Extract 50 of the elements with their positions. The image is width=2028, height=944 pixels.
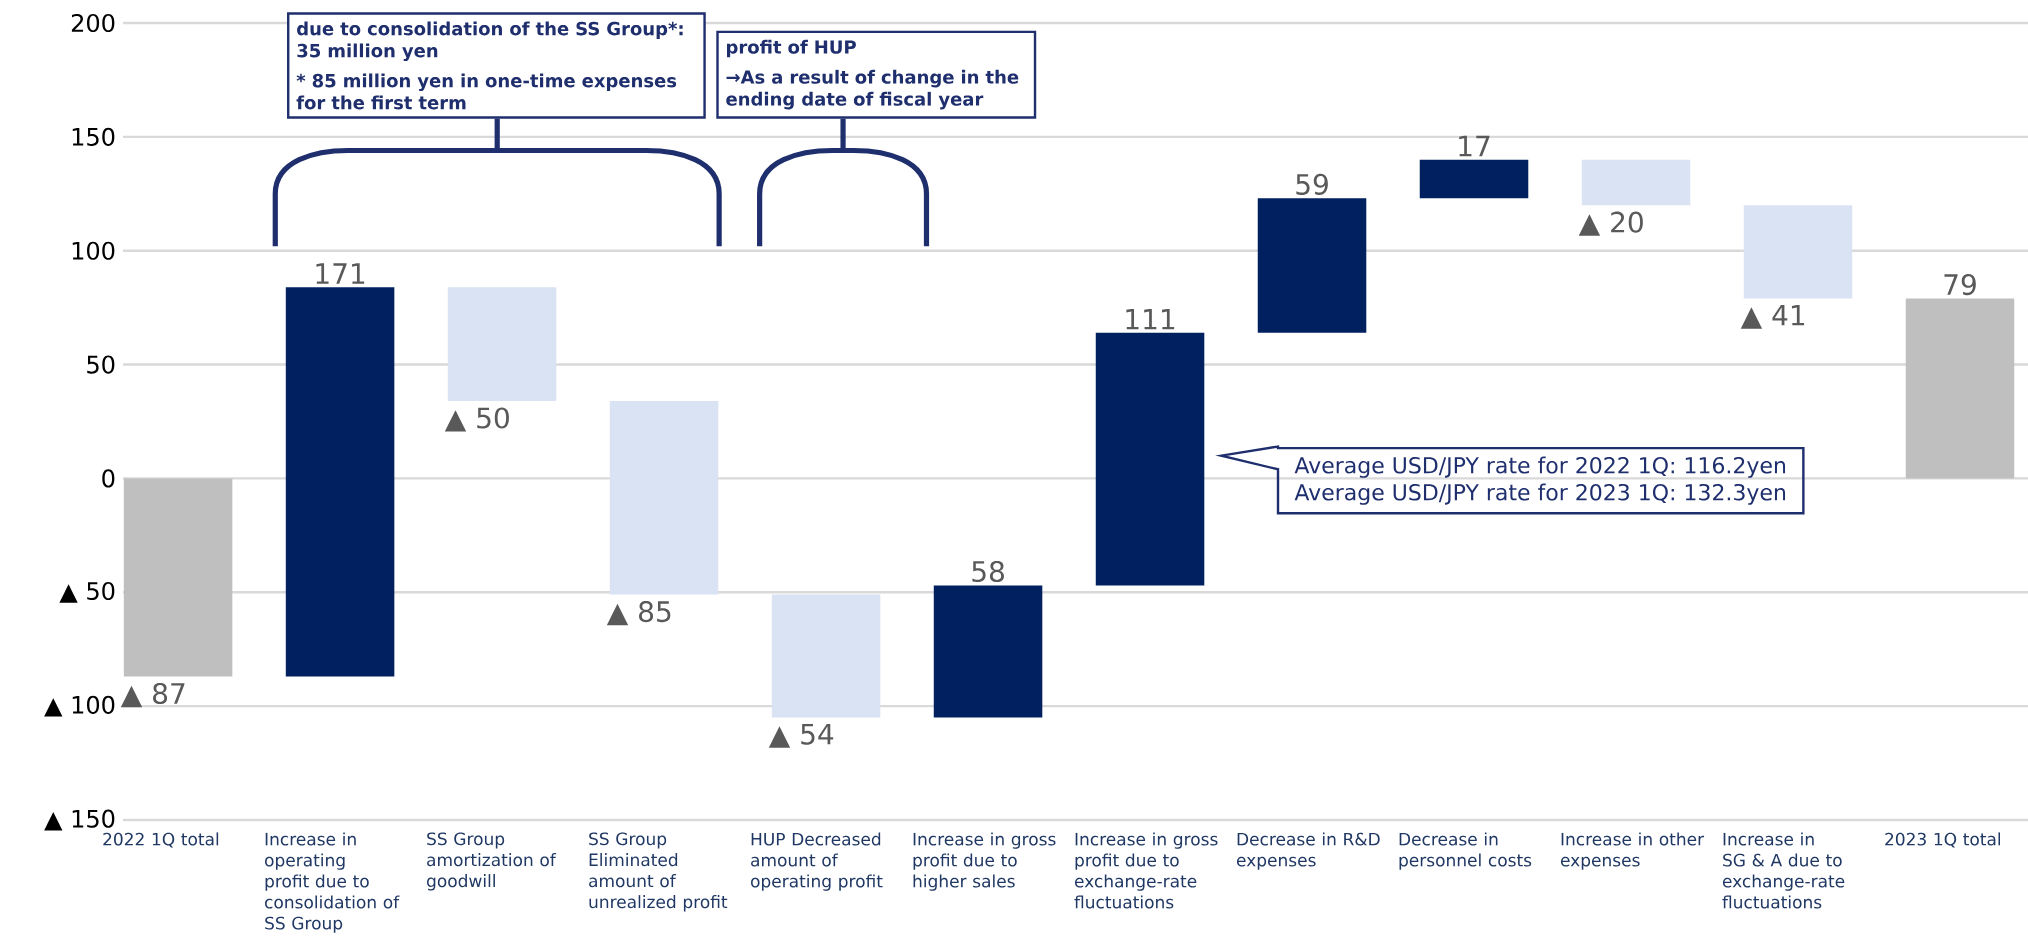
data-label: ▲ 87 — [120, 682, 185, 708]
data-label: ▲ 54 — [768, 723, 834, 748]
data-label: 79 — [1944, 273, 1976, 296]
bar — [1257, 198, 1367, 333]
x-tick-label: SS Group amortization of goodwill — [427, 832, 557, 891]
x-tick-label: Increase in gross profit due to exchange-rate fluctuations — [1074, 832, 1218, 909]
y-tick-label: 50 — [87, 355, 115, 374]
x-tick-label: Decrease in R&D expenses — [1236, 832, 1380, 870]
x-tick-label: Increase in other expenses — [1560, 832, 1705, 870]
annotation: * 85 million yen in one-time expenses for the first term — [296, 73, 677, 110]
data-label: 171 — [316, 263, 365, 284]
y-tick-label: 0 — [102, 469, 115, 488]
bar — [1743, 205, 1853, 299]
annotation: Average USD/JPY rate for 2022 1Q: 116.2yen — [1294, 456, 1786, 478]
annotation: due to consolidation of the SS Group*: 35 million yen — [297, 21, 683, 62]
bar — [1095, 332, 1205, 586]
bar — [609, 401, 719, 595]
y-tick-label: 100 — [72, 241, 115, 260]
bar — [933, 585, 1043, 718]
data-label: ▲ 20 — [1578, 211, 1643, 236]
bar — [1905, 298, 2015, 479]
annotation: →As a result of change in the ending date of fiscal year — [726, 69, 1019, 110]
bar — [123, 478, 233, 677]
data-label: ▲ 85 — [606, 600, 671, 626]
annotation: Average USD/JPY rate for 2023 1Q: 132.3yen — [1294, 483, 1786, 505]
y-tick-label: 150 — [72, 127, 115, 146]
bar — [447, 287, 557, 401]
x-tick-label: HUP Decreased amount of operating profit — [750, 832, 883, 891]
x-tick-label: 2023 1Q total — [1885, 832, 2001, 848]
y-tick-label: ▲ 50 — [59, 581, 115, 603]
x-tick-label: Increase in gross profit due to higher sales — [913, 832, 1056, 891]
bar — [1581, 159, 1691, 206]
x-tick-label: Decrease in personnel costs — [1399, 832, 1532, 870]
data-label: 59 — [1296, 173, 1328, 195]
y-tick-label: 200 — [71, 13, 115, 33]
bar — [1419, 159, 1529, 199]
data-label: ▲ 41 — [1740, 304, 1805, 329]
data-label: ▲ 50 — [444, 407, 509, 432]
x-tick-label: 2022 1Q total — [103, 832, 219, 848]
x-tick-label: Increase in SG & A due to exchange-rate fluctuations — [1722, 832, 1845, 909]
y-tick-label: ▲ 150 — [44, 809, 115, 831]
x-tick-label: Increase in operating profit due to consolidation of SS Group — [265, 832, 400, 933]
bar — [285, 287, 395, 677]
annotation: profit of HUP — [727, 39, 856, 58]
x-tick-label: SS Group Eliminated amount of unrealized profit — [589, 832, 728, 912]
data-label: 58 — [972, 560, 1004, 583]
y-tick-label: ▲ 100 — [44, 695, 115, 717]
data-label: 17 — [1459, 135, 1490, 157]
bar — [771, 594, 881, 718]
data-label: 111 — [1126, 308, 1175, 330]
